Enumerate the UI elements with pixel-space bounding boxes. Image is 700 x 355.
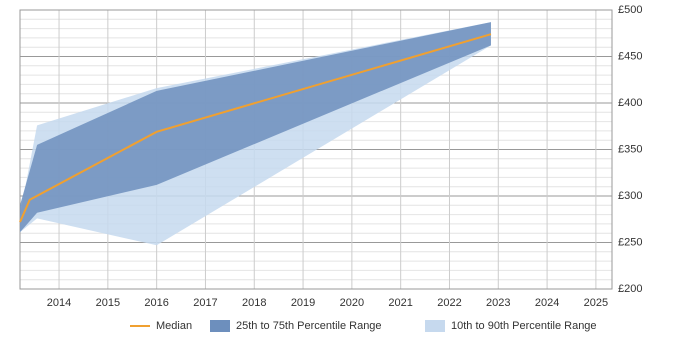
y-tick-label: £450: [618, 50, 642, 62]
plot-frame: [19, 9, 613, 290]
y-tick-label: £400: [618, 97, 642, 109]
x-tick-label: 2024: [535, 297, 559, 309]
x-tick-label: 2017: [193, 297, 217, 309]
x-tick-label: 2018: [242, 297, 266, 309]
legend-label: Median: [156, 320, 192, 332]
y-tick-label: £350: [618, 143, 642, 155]
y-tick-label: £200: [618, 283, 642, 295]
x-tick-label: 2014: [47, 297, 71, 309]
x-tick-label: 2016: [144, 297, 168, 309]
x-tick-label: 2015: [96, 297, 120, 309]
x-tick-label: 2022: [437, 297, 461, 309]
x-tick-label: 2021: [388, 297, 412, 309]
legend-swatch: [210, 320, 230, 332]
x-tick-label: 2023: [486, 297, 510, 309]
x-tick-label: 2019: [291, 297, 315, 309]
x-tick-label: 2020: [340, 297, 364, 309]
y-tick-label: £250: [618, 236, 642, 248]
y-tick-label: £500: [618, 4, 642, 16]
legend-label: 25th to 75th Percentile Range: [236, 320, 382, 332]
x-tick-label: 2025: [584, 297, 608, 309]
range-band: [20, 22, 491, 233]
median-line: [19, 33, 492, 223]
legend-swatch: [425, 320, 445, 332]
y-tick-label: £300: [618, 190, 642, 202]
legend-label: 10th to 90th Percentile Range: [451, 320, 597, 332]
